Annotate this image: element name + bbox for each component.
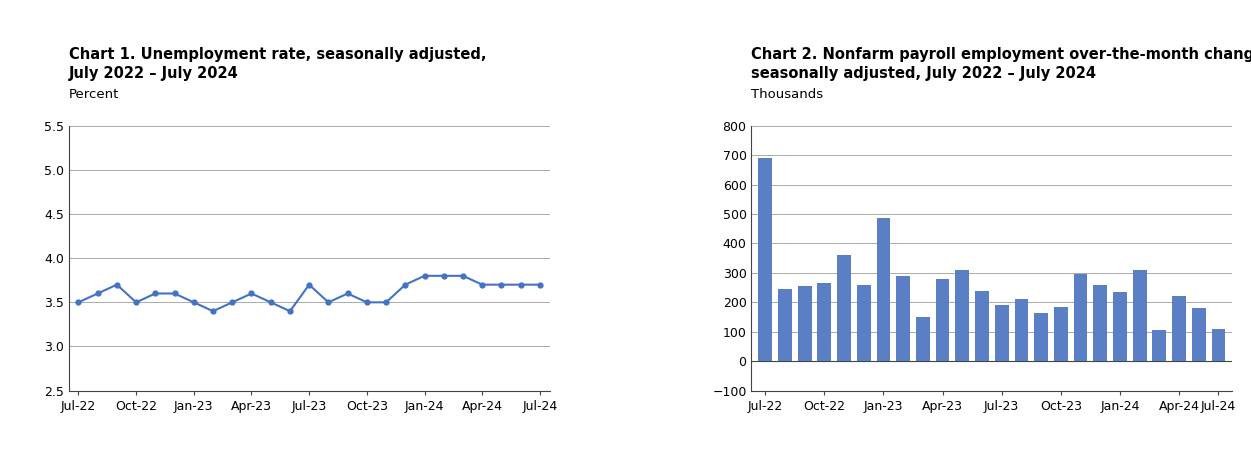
Bar bbox=[1172, 296, 1186, 361]
Bar bbox=[916, 317, 929, 361]
Bar bbox=[1113, 292, 1127, 361]
Bar bbox=[798, 286, 812, 361]
Bar bbox=[1211, 329, 1225, 361]
Bar bbox=[1192, 308, 1206, 361]
Bar bbox=[758, 158, 772, 361]
Bar bbox=[1035, 313, 1048, 361]
Bar bbox=[975, 291, 988, 361]
Bar bbox=[1053, 307, 1067, 361]
Bar bbox=[936, 279, 950, 361]
Bar bbox=[896, 276, 909, 361]
Bar bbox=[956, 270, 970, 361]
Bar bbox=[1132, 270, 1146, 361]
Text: Chart 2. Nonfarm payroll employment over-the-month change,
seasonally adjusted, : Chart 2. Nonfarm payroll employment over… bbox=[752, 47, 1251, 81]
Bar bbox=[995, 305, 1008, 361]
Bar bbox=[857, 285, 871, 361]
Bar bbox=[1093, 285, 1107, 361]
Bar bbox=[817, 283, 831, 361]
Bar bbox=[1073, 274, 1087, 361]
Bar bbox=[1015, 299, 1028, 361]
Text: Chart 1. Unemployment rate, seasonally adjusted,
July 2022 – July 2024: Chart 1. Unemployment rate, seasonally a… bbox=[69, 47, 487, 81]
Text: Thousands: Thousands bbox=[752, 88, 823, 101]
Bar bbox=[877, 219, 891, 361]
Bar bbox=[1152, 330, 1166, 361]
Bar bbox=[778, 289, 792, 361]
Text: Percent: Percent bbox=[69, 88, 119, 101]
Bar bbox=[837, 255, 851, 361]
